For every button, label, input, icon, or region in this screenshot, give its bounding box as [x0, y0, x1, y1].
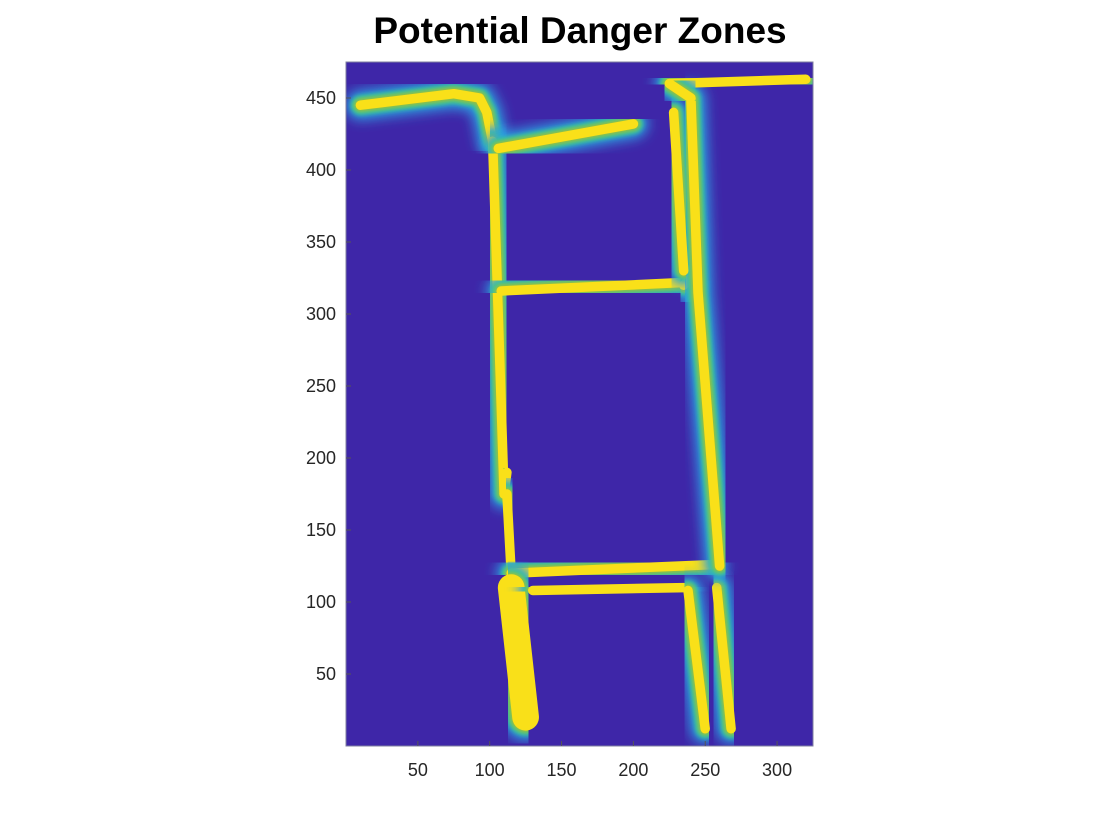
- y-tick-label: 400: [306, 160, 336, 180]
- chart-title: Potential Danger Zones: [373, 10, 787, 51]
- danger-zone-segment: [683, 585, 710, 734]
- x-tick-label: 100: [475, 760, 505, 780]
- x-tick-label: 300: [762, 760, 792, 780]
- y-tick-label: 350: [306, 232, 336, 252]
- plot-frame: [345, 61, 814, 747]
- danger-zone-segment: [506, 559, 718, 578]
- danger-zone-segment: [497, 574, 539, 731]
- y-tick-label: 100: [306, 592, 336, 612]
- x-tick-label: 200: [618, 760, 648, 780]
- danger-zone-segment: [487, 136, 509, 499]
- x-tick-label: 50: [408, 760, 428, 780]
- y-tick-label: 250: [306, 376, 336, 396]
- danger-zone-segment: [496, 277, 693, 296]
- y-tick-label: 450: [306, 88, 336, 108]
- danger-zone-segment: [664, 78, 696, 103]
- y-tick-label: 200: [306, 448, 336, 468]
- danger-zone-segment: [686, 93, 725, 571]
- y-tick-label: 50: [316, 664, 336, 684]
- danger-zone-segment: [711, 582, 736, 734]
- y-tick-label: 150: [306, 520, 336, 540]
- danger-zone-segment: [528, 582, 689, 596]
- x-tick-label: 150: [547, 760, 577, 780]
- heatmap-background: [346, 62, 813, 746]
- danger-zone-segment: [493, 119, 639, 154]
- danger-zone-segment: [668, 107, 689, 276]
- y-tick-label: 300: [306, 304, 336, 324]
- x-tick-label: 250: [690, 760, 720, 780]
- danger-zone-segment: [355, 88, 498, 146]
